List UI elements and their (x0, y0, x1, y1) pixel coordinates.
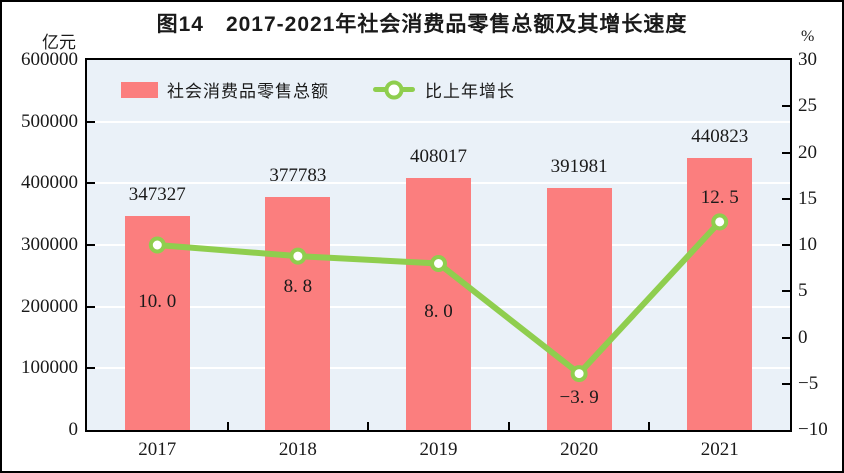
right-axis-tick (782, 290, 790, 293)
bar-value-label: 440823 (691, 126, 749, 148)
left-axis-tick-label: 0 (68, 419, 79, 440)
x-axis-tick (367, 422, 370, 430)
right-axis-tick (782, 197, 790, 200)
left-axis-tick (87, 182, 95, 185)
bar (265, 197, 331, 430)
growth-value-label: 12. 5 (700, 186, 739, 208)
line-series-dot-icon (384, 80, 404, 99)
right-axis-tick-label: 30 (798, 49, 817, 70)
x-axis-category-label: 2021 (700, 439, 739, 460)
right-axis-tick-label: −5 (798, 372, 819, 394)
right-axis-tick (782, 105, 790, 108)
line-marker (430, 255, 447, 272)
bar-value-label: 347327 (128, 183, 186, 205)
plot-area: 社会消费品零售总额 比上年增长 (87, 60, 790, 430)
left-axis-tick-label: 400000 (21, 172, 78, 194)
growth-value-label: 8. 0 (424, 300, 453, 322)
left-axis-tick-label: 100000 (21, 357, 78, 379)
bar (406, 178, 471, 430)
left-axis-tick-label: 600000 (21, 49, 78, 70)
line-marker (570, 365, 588, 383)
bar (687, 158, 753, 430)
bar (546, 188, 612, 430)
right-axis-tick-label: 15 (798, 187, 817, 209)
left-axis-tick-label: 300000 (21, 234, 78, 255)
left-axis-tick-label: 500000 (21, 110, 78, 132)
x-axis-category-label: 2018 (278, 439, 317, 460)
line-series-marker-icon (373, 80, 415, 99)
bar-series-swatch (121, 81, 158, 98)
line-marker (289, 247, 307, 265)
right-axis-tick (782, 382, 790, 385)
bar-series-legend-label: 社会消费品零售总额 (167, 82, 329, 101)
bar-value-label: 408017 (410, 146, 467, 168)
x-axis-category-label: 2019 (419, 439, 458, 460)
bar-value-label: 391981 (550, 156, 608, 178)
right-axis-tick-label: 5 (798, 280, 808, 302)
right-axis-tick (782, 244, 790, 246)
x-axis-category-label: 2020 (560, 439, 599, 460)
left-axis-tick-label: 200000 (21, 295, 78, 317)
left-axis-tick (87, 120, 95, 123)
gridline (87, 120, 790, 123)
growth-value-label: 8. 8 (283, 276, 313, 298)
line-marker (148, 236, 166, 254)
line-series-legend-label: 比上年增长 (425, 82, 515, 101)
right-axis-unit: % (801, 28, 815, 45)
x-axis-tick (226, 422, 229, 430)
left-axis-tick (87, 244, 95, 246)
right-axis-tick-label: −10 (798, 419, 828, 440)
right-axis-tick-label: 10 (798, 234, 817, 255)
right-axis-tick-label: 25 (798, 95, 817, 117)
left-axis-tick (87, 367, 95, 370)
x-axis-tick (507, 422, 510, 430)
right-axis-tick (782, 336, 790, 339)
chart-title: 图14 2017-2021年社会消费品零售总额及其增长速度 (156, 13, 688, 36)
right-axis-tick-label: 20 (798, 141, 817, 163)
x-axis-category-label: 2017 (138, 439, 177, 460)
x-axis-tick (648, 422, 651, 430)
line-marker (711, 213, 729, 231)
growth-value-label: −3. 9 (559, 386, 599, 408)
right-axis-tick-label: 0 (798, 326, 808, 348)
left-axis-unit: 亿元 (42, 33, 76, 52)
right-axis-tick (782, 151, 790, 154)
bar-value-label: 377783 (269, 165, 327, 187)
legend: 社会消费品零售总额 比上年增长 (121, 77, 515, 102)
growth-line-chart (148, 213, 729, 383)
left-axis-tick (87, 305, 95, 308)
growth-value-label: 10. 0 (138, 291, 177, 312)
